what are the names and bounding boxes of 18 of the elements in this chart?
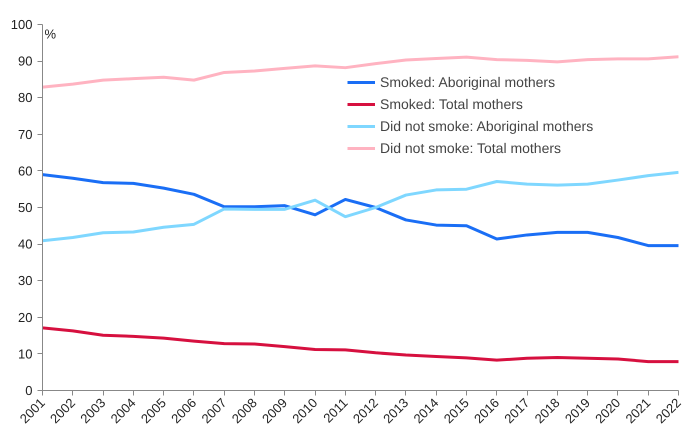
y-tick-label: 70 (18, 126, 33, 142)
legend-label: Smoked: Total mothers (380, 96, 523, 112)
y-tick-label: 20 (18, 310, 33, 325)
line-series (42, 55, 678, 89)
legend-label: Did not smoke: Aboriginal mothers (380, 118, 594, 134)
y-tick-label: 90 (18, 54, 33, 69)
legend-label: Smoked: Aboriginal mothers (380, 74, 556, 90)
legend-label: Did not smoke: Total mothers (380, 140, 562, 156)
y-tick-label: 30 (18, 273, 33, 288)
y-tick-label: 10 (18, 346, 33, 362)
y-tick-label: 100 (10, 17, 33, 32)
y-tick-label: 80 (18, 90, 33, 106)
y-tick-label: 40 (18, 236, 33, 252)
y-tick-label: 50 (18, 200, 33, 215)
line-series (42, 326, 678, 364)
y-axis-title: % (44, 26, 56, 42)
y-tick-label: 0 (25, 383, 33, 398)
y-tick-label: 60 (18, 163, 33, 178)
